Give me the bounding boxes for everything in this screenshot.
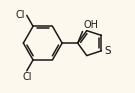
Text: Cl: Cl <box>15 10 25 20</box>
Text: Cl: Cl <box>22 72 31 82</box>
Text: S: S <box>104 46 111 56</box>
Text: OH: OH <box>84 20 99 31</box>
